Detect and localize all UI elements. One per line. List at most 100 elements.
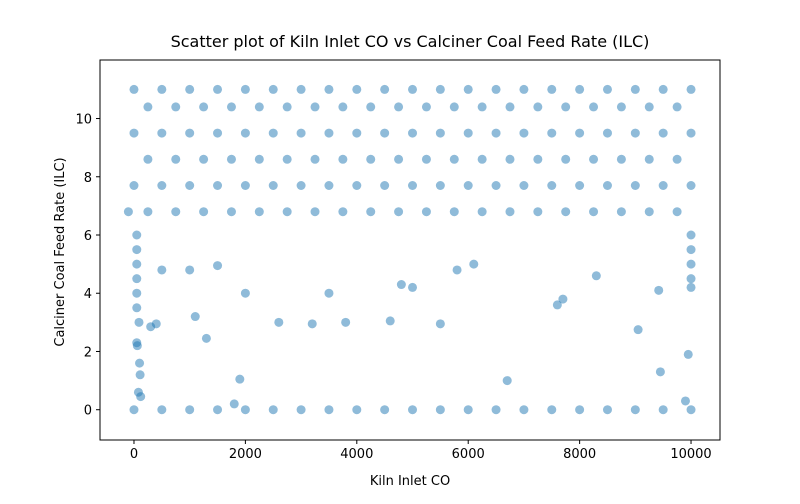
point	[310, 154, 320, 164]
point	[502, 376, 512, 386]
point	[658, 84, 668, 94]
point	[352, 84, 362, 94]
point	[213, 181, 223, 191]
point	[683, 349, 693, 359]
point	[296, 405, 306, 415]
y-tick-label: 2	[84, 345, 92, 360]
point	[296, 84, 306, 94]
point	[408, 282, 418, 292]
point	[268, 128, 278, 138]
point	[282, 207, 292, 217]
point	[616, 102, 626, 112]
point	[408, 405, 418, 415]
x-tick-label: 2000	[229, 447, 262, 462]
point	[394, 154, 404, 164]
point	[435, 405, 445, 415]
point	[143, 102, 153, 112]
point	[385, 316, 395, 326]
point	[213, 128, 223, 138]
point	[226, 154, 236, 164]
point	[132, 288, 142, 298]
point	[435, 181, 445, 191]
point	[380, 128, 390, 138]
point	[171, 154, 181, 164]
point	[157, 181, 167, 191]
point	[157, 405, 167, 415]
point	[157, 265, 167, 275]
point	[408, 181, 418, 191]
point	[240, 405, 250, 415]
point	[201, 333, 211, 343]
point	[151, 319, 161, 329]
point	[254, 154, 264, 164]
point	[477, 207, 487, 217]
point	[463, 84, 473, 94]
point	[491, 84, 501, 94]
point	[199, 207, 209, 217]
point	[380, 84, 390, 94]
point	[296, 181, 306, 191]
point	[240, 288, 250, 298]
point	[132, 274, 142, 284]
point	[421, 207, 431, 217]
point	[469, 259, 479, 269]
point	[254, 102, 264, 112]
point	[394, 102, 404, 112]
point	[602, 181, 612, 191]
point	[380, 181, 390, 191]
point	[435, 84, 445, 94]
y-tick-label: 10	[75, 113, 92, 128]
point	[226, 102, 236, 112]
point	[616, 207, 626, 217]
y-tick-label: 0	[84, 404, 92, 419]
point	[533, 207, 543, 217]
chart-title: Scatter plot of Kiln Inlet CO vs Calcine…	[171, 32, 650, 51]
point	[132, 341, 142, 351]
point	[561, 207, 571, 217]
x-tick-label: 4000	[340, 447, 373, 462]
point	[519, 84, 529, 94]
point	[132, 230, 142, 240]
point	[633, 325, 643, 335]
point	[658, 128, 668, 138]
point	[157, 84, 167, 94]
point	[352, 128, 362, 138]
point	[190, 312, 200, 322]
point	[463, 128, 473, 138]
point	[686, 84, 696, 94]
point	[135, 370, 145, 380]
y-tick-label: 6	[84, 229, 92, 244]
point	[654, 285, 664, 295]
point	[352, 181, 362, 191]
point	[644, 154, 654, 164]
point	[505, 154, 515, 164]
point	[558, 294, 568, 304]
point	[268, 84, 278, 94]
point	[589, 154, 599, 164]
point	[135, 358, 145, 368]
point	[240, 128, 250, 138]
point	[519, 181, 529, 191]
point	[449, 207, 459, 217]
point	[575, 181, 585, 191]
point	[226, 207, 236, 217]
point	[123, 207, 133, 217]
point	[171, 102, 181, 112]
point	[630, 181, 640, 191]
point	[491, 405, 501, 415]
points	[123, 84, 696, 415]
point	[452, 265, 462, 275]
point	[185, 181, 195, 191]
point	[519, 405, 529, 415]
point	[132, 245, 142, 255]
point	[185, 265, 195, 275]
point	[547, 181, 557, 191]
x-tick-label: 8000	[563, 447, 596, 462]
point	[134, 317, 144, 327]
point	[602, 84, 612, 94]
point	[296, 128, 306, 138]
point	[199, 154, 209, 164]
point	[449, 102, 459, 112]
point	[686, 245, 696, 255]
